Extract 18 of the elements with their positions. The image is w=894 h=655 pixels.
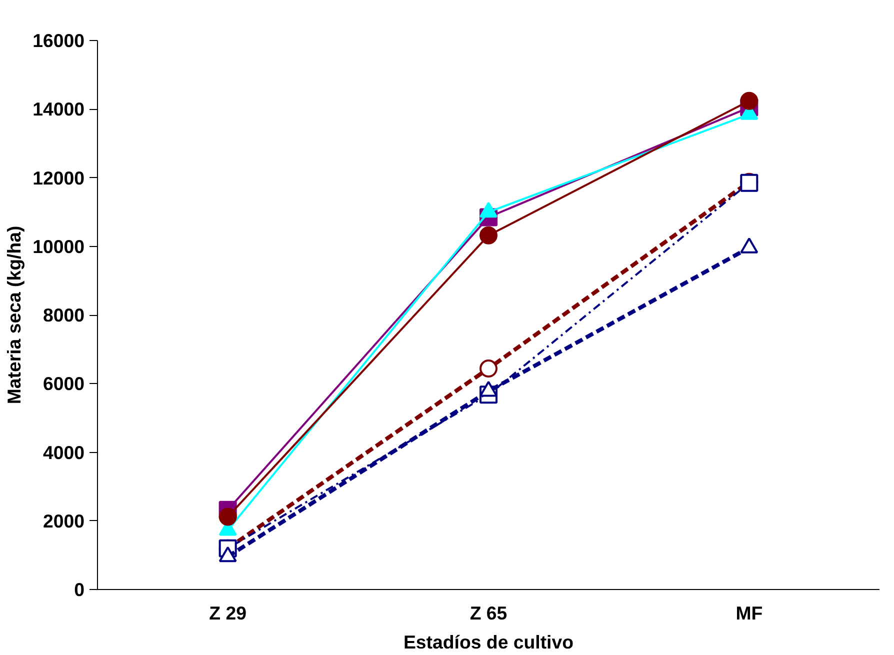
x-tick-label: MF xyxy=(736,602,763,624)
y-tick-label: 14000 xyxy=(32,98,85,120)
y-axis-title: Materia seca (kg/ha) xyxy=(4,226,25,404)
point xyxy=(480,226,498,244)
point xyxy=(740,92,758,110)
y-tick-label: 6000 xyxy=(42,373,85,394)
x-axis-title: Estadíos de cultivo xyxy=(403,632,574,652)
y-tick-label: 10000 xyxy=(32,236,85,257)
y-tick-label: 16000 xyxy=(32,30,85,51)
y-tick-label: 2000 xyxy=(42,510,85,532)
point xyxy=(480,360,498,378)
x-tick-label: Z 65 xyxy=(470,602,508,624)
y-tick-label: 4000 xyxy=(42,442,85,463)
y-tick-label: 0 xyxy=(74,579,85,600)
y-tick-label: 12000 xyxy=(32,167,85,188)
y-tick-label: 8000 xyxy=(42,304,85,326)
x-tick-label: Z 29 xyxy=(209,602,247,624)
point xyxy=(218,508,237,526)
